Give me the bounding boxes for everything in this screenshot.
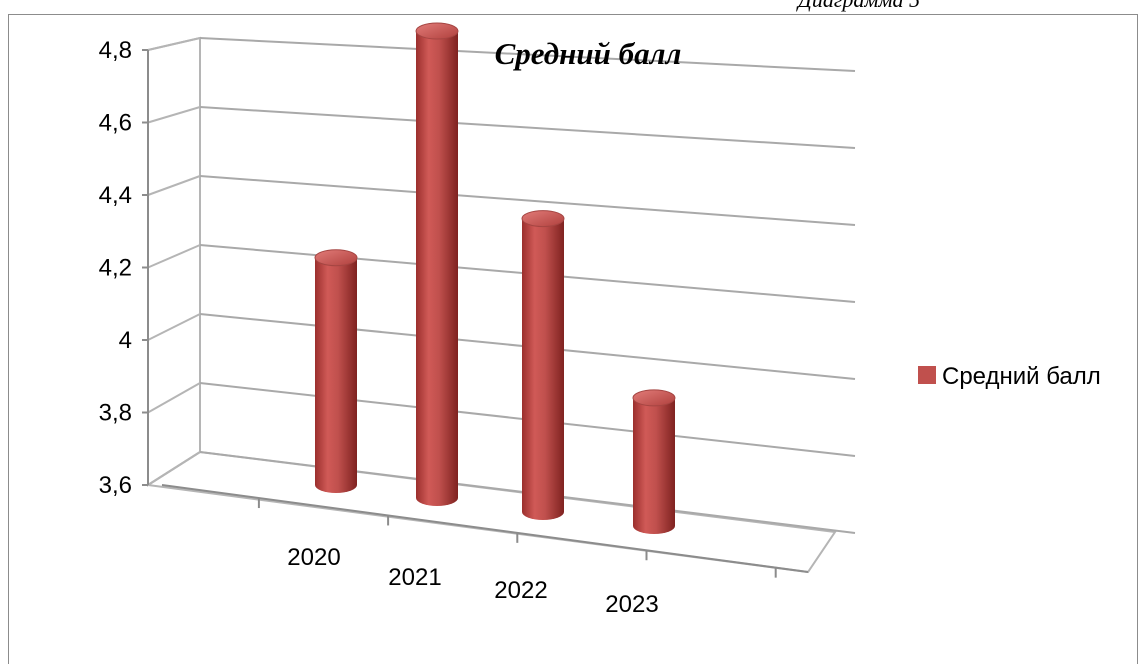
y-tick-label: 4,2	[99, 255, 132, 282]
gridline-side	[147, 175, 201, 196]
gridline	[199, 175, 856, 226]
chart-title: Средний балл	[495, 36, 682, 71]
gridline	[199, 37, 856, 72]
bar-top	[314, 249, 358, 267]
legend: Средний балл	[918, 363, 1101, 390]
gridline-side	[147, 382, 201, 414]
gridline-side	[147, 451, 201, 486]
bar-2023	[632, 389, 676, 534]
bar-body	[315, 257, 357, 493]
y-tick-label: 3,8	[99, 400, 132, 427]
bar-2020	[314, 249, 358, 493]
y-axis-ticks: 3,6 3,8 4 4,2 4,4 4,6 4,8	[99, 37, 149, 499]
bars	[314, 22, 676, 534]
bar-top	[521, 210, 565, 228]
x-axis-line	[161, 484, 809, 573]
x-axis: 2020 2021 2022 2023	[161, 484, 809, 618]
x-tick-label: 2020	[287, 544, 340, 571]
bar-body	[633, 397, 675, 534]
bar-body	[416, 31, 458, 507]
gridline-side	[147, 313, 201, 341]
x-tick-label: 2022	[494, 577, 547, 604]
figure-caption: Диаграмма 5	[798, 0, 920, 14]
y-tick-label: 4,4	[99, 182, 132, 209]
y-tick-label: 4	[119, 327, 132, 354]
bar-top	[632, 389, 676, 407]
y-tick-label: 4,8	[99, 37, 132, 64]
legend-label: Средний балл	[942, 363, 1101, 390]
gridline-side	[147, 106, 201, 124]
gridline	[199, 106, 856, 149]
gridlines	[147, 37, 856, 534]
x-tick-label: 2021	[388, 564, 441, 591]
chart-walls	[145, 36, 837, 574]
x-tick-label: 2023	[605, 591, 658, 618]
gridline-side	[147, 37, 201, 51]
bar-body	[522, 218, 564, 520]
bar-top	[415, 22, 459, 40]
floor	[145, 450, 837, 574]
bar-2022	[521, 210, 565, 520]
y-tick-label: 4,6	[99, 110, 132, 137]
side-wall	[147, 36, 201, 487]
y-tick-label: 3,6	[99, 472, 132, 499]
legend-swatch	[918, 366, 936, 384]
gridline-side	[147, 244, 201, 269]
bar-2021	[415, 22, 459, 507]
chart-frame	[8, 14, 1138, 664]
